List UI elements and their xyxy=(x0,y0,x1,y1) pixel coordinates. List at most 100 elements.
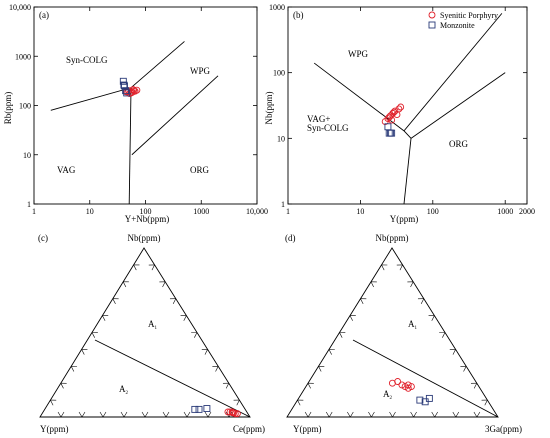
tick-label: 1000 xyxy=(193,207,209,216)
edge-tick xyxy=(123,411,128,418)
tick-label: 2000 xyxy=(519,207,535,216)
c-apex-left: Y(ppm) xyxy=(40,424,69,434)
discrimination-line xyxy=(130,41,185,89)
edge-tick xyxy=(99,411,104,418)
porphyry-point xyxy=(389,109,397,117)
edge-tick xyxy=(70,366,75,372)
legend-porphyry-label: Syenitic Porphyry xyxy=(440,11,498,20)
porphyry-point xyxy=(228,408,236,416)
edge-tick xyxy=(399,264,403,271)
d-apex-right: 3Ga(ppm) xyxy=(485,424,522,434)
edge-tick xyxy=(304,411,309,418)
edge-tick xyxy=(434,411,438,418)
field-wpg-b: WPG xyxy=(348,49,369,59)
edge-tick xyxy=(204,349,208,355)
porphyry-point xyxy=(130,87,138,95)
d-field-a2: A2 xyxy=(383,389,393,401)
field-org-a: ORG xyxy=(190,165,210,175)
edge-tick xyxy=(78,411,83,418)
c-divider xyxy=(94,339,251,418)
edge-tick xyxy=(328,349,332,355)
legend-porphyry-marker xyxy=(428,11,436,19)
edge-tick xyxy=(476,411,481,418)
edge-tick xyxy=(360,298,364,305)
edge-tick xyxy=(120,411,125,418)
field-vag-syn-1: VAG+ xyxy=(307,114,330,124)
edge-tick xyxy=(144,411,149,418)
tick-label: 1000 xyxy=(497,207,513,216)
edge-tick xyxy=(389,411,393,418)
edge-tick xyxy=(350,411,354,418)
edge-tick xyxy=(431,411,435,418)
edge-tick xyxy=(452,411,457,418)
panel-b-xlabel: Y(ppm) xyxy=(390,214,419,224)
edge-tick xyxy=(162,411,167,418)
edge-tick xyxy=(473,383,478,389)
d-field-a1: A1 xyxy=(408,319,418,331)
discrimination-line xyxy=(410,72,506,139)
tick-label: 1 xyxy=(281,200,285,209)
porphyry-point xyxy=(386,112,394,120)
panel-a-ylabel: Rb(ppm) xyxy=(3,92,13,125)
tick-label: 10 xyxy=(277,134,285,143)
discrimination-line xyxy=(128,87,132,205)
edge-tick xyxy=(318,366,322,372)
tick-label: 1 xyxy=(286,207,290,216)
edge-tick xyxy=(186,411,191,418)
tick-label: 100 xyxy=(427,207,439,216)
edge-tick xyxy=(81,411,86,418)
edge-tick xyxy=(370,281,374,288)
edge-tick xyxy=(207,411,212,418)
tick-label: 1 xyxy=(27,200,31,209)
legend-monzonite-marker xyxy=(428,21,436,29)
porphyry-point xyxy=(407,383,415,391)
edge-tick xyxy=(381,264,385,271)
panel-a-label: (a) xyxy=(39,10,49,20)
panel-d-label: (d) xyxy=(285,233,296,243)
edge-tick xyxy=(420,298,425,305)
edge-tick xyxy=(307,411,312,418)
edge-tick xyxy=(57,411,62,418)
porphyry-point xyxy=(394,378,402,385)
porphyry-point xyxy=(391,107,399,115)
porphyry-point xyxy=(388,116,396,124)
edge-tick xyxy=(81,349,85,355)
tick-label: 100 xyxy=(19,102,31,111)
panel-a: 1 10 100 1000 10,000 1 10 100 1000 10,000 xyxy=(9,3,268,216)
edge-tick xyxy=(60,383,64,389)
edge-tick xyxy=(60,411,65,418)
edge-tick xyxy=(442,332,446,338)
c-triangle xyxy=(39,247,251,418)
edge-tick xyxy=(225,383,230,389)
panel-b: 1 10 100 1000 2000 1 10 100 1000 xyxy=(269,3,535,216)
tick-label: 10 xyxy=(86,207,94,216)
edge-tick xyxy=(484,399,488,406)
edge-tick xyxy=(413,411,417,418)
field-wpg-a: WPG xyxy=(190,66,211,76)
edge-tick xyxy=(183,315,187,321)
edge-tick xyxy=(392,411,396,418)
edge-tick xyxy=(473,411,478,418)
tick-label: 1000 xyxy=(269,3,285,12)
edge-tick xyxy=(347,411,351,418)
monzonite-point xyxy=(120,81,128,89)
edge-tick xyxy=(307,383,311,389)
edge-tick xyxy=(183,411,188,418)
edge-tick xyxy=(151,264,155,271)
d-triangle xyxy=(286,247,499,418)
monzonite-point xyxy=(195,405,203,413)
c-apex-top: Nb(ppm) xyxy=(128,233,161,243)
tick-label: 10,000 xyxy=(9,3,31,12)
monzonite-point xyxy=(416,396,424,404)
edge-tick xyxy=(325,411,330,418)
monzonite-point xyxy=(388,129,396,137)
discrimination-line xyxy=(50,87,132,111)
field-org-b: ORG xyxy=(449,139,469,149)
edge-tick xyxy=(165,411,170,418)
porphyry-point xyxy=(395,105,403,113)
panel-c xyxy=(39,247,251,418)
porphyry-point xyxy=(230,409,238,417)
panel-a-xlabel: Y+Nb(ppm) xyxy=(125,214,170,224)
discrimination-line xyxy=(403,138,412,205)
